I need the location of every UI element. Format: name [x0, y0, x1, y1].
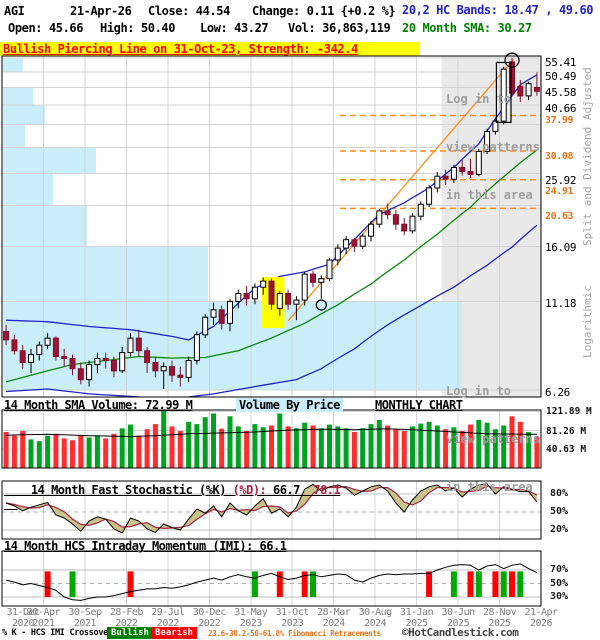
date-axis-label: 31-Dec	[6, 607, 40, 618]
date-axis-label: 2024	[322, 618, 346, 629]
date-axis-label: 2022	[115, 618, 138, 629]
stochastic-d-value: 78.1	[299, 483, 341, 497]
crossover-legend-label: % K - HCS IMI Crossover,	[2, 628, 118, 638]
price-axis-label: 6.26	[545, 386, 570, 399]
price-axis-label: 16.09	[545, 241, 577, 254]
price-axis-label: 25.92	[545, 174, 577, 187]
fibonacci-legend-label: 23.6-38.2-50-61.8% Fibonacci Retracement…	[208, 629, 381, 638]
date-axis-label: 2023	[281, 618, 304, 629]
price-axis-label: 11.18	[545, 297, 577, 310]
date-axis-label: 2022	[198, 618, 221, 629]
price-axis-label: 20.63	[545, 211, 574, 222]
copyright-label: ©HotCandlestick.com	[402, 626, 519, 639]
date-axis-label: 2020	[11, 618, 35, 629]
open-value: Open: 45.66	[8, 21, 84, 35]
date-axis-label: 28-Feb	[109, 607, 144, 618]
stochastic-axis-label: 20%	[550, 524, 569, 535]
chart-type-label: MONTHLY CHART	[375, 398, 463, 412]
date-axis-label: 2025	[488, 618, 511, 629]
pattern-alert-banner: Bullish Piercing Line on 31-Oct-23, Stre…	[0, 42, 420, 56]
date-axis-label: 31-Jan	[400, 607, 434, 618]
price-axis-label: 55.41	[545, 56, 577, 69]
volume-axis-label: 81.26 M	[546, 426, 587, 437]
login-prompt-top[interactable]: Log in to view patterns in this area	[446, 92, 540, 202]
date-axis-label: 2021	[73, 618, 97, 629]
imi-axis-label: 50%	[550, 577, 569, 589]
stochastic-plot	[2, 483, 541, 534]
price-axis-label: 40.66	[545, 102, 577, 115]
high-value: High: 50.40	[100, 21, 176, 35]
stochastic-title-main: 14 Month Fast Stochastic (%K)	[30, 483, 227, 497]
volume-axis-label: 121.89 M	[546, 406, 592, 417]
price-axis-label: 24.91	[545, 186, 574, 197]
candles-layer	[3, 58, 540, 389]
price-axis-label: 30.08	[545, 151, 574, 162]
symbol-label: AGI	[4, 4, 25, 18]
date-axis-label: 2023	[239, 618, 263, 629]
date-axis-label: 30-Apr	[26, 607, 61, 618]
date-axis-label: 2022	[156, 618, 180, 629]
volume-by-price-label: Volume By Price	[236, 398, 343, 412]
price-axis-label: 45.58	[545, 86, 577, 99]
low-value: Low: 43.27	[200, 21, 269, 35]
date-axis-label: 31-May	[234, 607, 268, 618]
stochastic-title-d: (%D):	[225, 483, 273, 497]
date-axis-label: 30-Sep	[68, 607, 102, 618]
bullish-badge: Bullish	[107, 627, 153, 639]
date-axis-label: 2026	[529, 618, 553, 629]
stochastic-k-value: 66.7	[273, 483, 300, 497]
stochastic-axis-label: 80%	[550, 488, 569, 499]
volume-panel-title: 14 Month SMA Volume: 72.99 M	[4, 398, 193, 412]
change-value: Change: 0.11 {+0.2 %}	[252, 4, 396, 18]
stochastic-panel-title: 14 Month Fast Stochastic (%K) (%D): 66.7…	[4, 469, 341, 511]
date-axis-label: 2024	[364, 618, 387, 629]
axis-title-adjusted: Split and Dividend Adjusted	[581, 67, 594, 246]
date-axis-label: 29-Jul	[151, 607, 185, 618]
sma-value: 20 Month SMA: 30.27	[402, 21, 532, 35]
pattern-markers	[315, 52, 520, 311]
imi-panel-title: 14 Month HCS Intraday Momentum (IMI): 66…	[4, 539, 287, 553]
date-axis-label: 30-Dec	[192, 607, 227, 618]
quote-date: 21-Apr-26	[70, 4, 132, 18]
bearish-badge: Bearish	[151, 627, 197, 639]
price-axis-label: 37.99	[545, 115, 574, 126]
imi-plot	[2, 563, 541, 601]
date-axis-label: 21-Apr	[524, 607, 558, 618]
close-value: Close: 44.54	[148, 4, 230, 18]
date-axis-label: 2025	[447, 618, 470, 629]
hc-bands-value: 20,2 HC Bands: 18.47 , 49.60	[402, 3, 594, 17]
imi-axis-label: 70%	[550, 564, 569, 575]
login-prompt-bottom[interactable]: Log in to view patterns in this area	[446, 384, 540, 494]
date-axis-label: 2025	[405, 618, 429, 629]
date-axis-label: 2021	[32, 618, 55, 629]
date-axis-label: 28-Mar	[317, 607, 351, 618]
volume-axis-label: 40.63 M	[546, 444, 587, 455]
price-axis-label: 50.49	[545, 70, 577, 83]
stochastic-axis-label: 50%	[550, 506, 569, 517]
volume-value: Vol: 36,863,119	[288, 21, 391, 35]
fibonacci-retracement-lines	[287, 58, 541, 322]
date-axis-label: 30-Aug	[358, 607, 393, 618]
date-axis-label: 30-Jun	[441, 607, 476, 618]
imi-axis-label: 30%	[550, 591, 569, 602]
volume-bars	[3, 410, 540, 468]
date-axis-label: 28-Nov	[482, 607, 517, 618]
date-axis-label: 31-Oct	[275, 607, 310, 618]
panel-borders	[1, 55, 542, 607]
axis-title-logarithmic: Logarithmic	[581, 285, 594, 358]
